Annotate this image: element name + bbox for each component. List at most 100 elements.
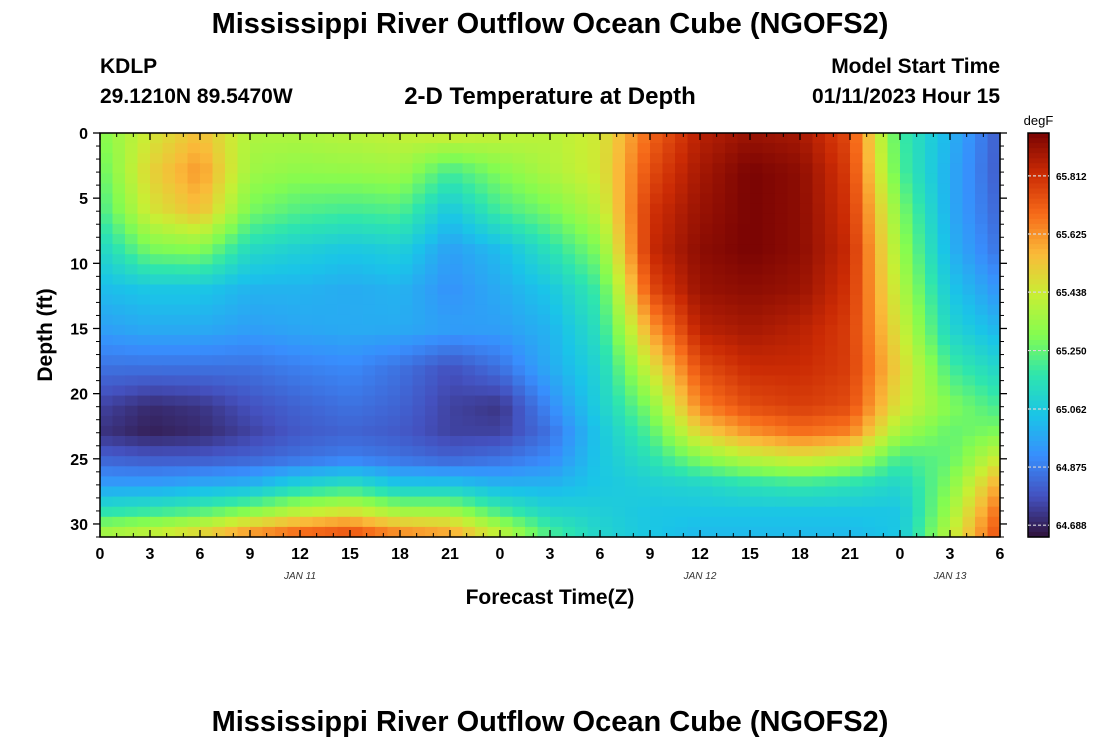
- heatmap-cell: [187, 476, 201, 488]
- heatmap-cell: [787, 143, 801, 154]
- heatmap-cell: [675, 314, 689, 326]
- heatmap-cell: [925, 466, 939, 477]
- heatmap-cell: [587, 425, 601, 437]
- heatmap-cell: [825, 506, 839, 518]
- heatmap-cell: [450, 163, 464, 174]
- heatmap-cell: [575, 163, 589, 174]
- heatmap-cell: [800, 436, 814, 447]
- heatmap-cell: [712, 254, 726, 265]
- heatmap-cell: [425, 274, 439, 286]
- heatmap-cell: [537, 284, 551, 296]
- heatmap-cell: [762, 143, 776, 154]
- heatmap-cell: [937, 234, 951, 245]
- heatmap-cell: [112, 203, 126, 215]
- heatmap-cell: [100, 284, 114, 296]
- heatmap-cell: [212, 284, 226, 296]
- x-day-label: JAN 11: [283, 571, 316, 582]
- heatmap-cell: [437, 355, 451, 366]
- heatmap-cell: [125, 385, 139, 397]
- heatmap-cell: [900, 506, 914, 518]
- heatmap-cell: [637, 324, 651, 336]
- heatmap-cell: [450, 375, 464, 387]
- heatmap-cell: [175, 506, 189, 518]
- heatmap-cell: [937, 345, 951, 356]
- heatmap-cell: [312, 244, 326, 255]
- heatmap-cell: [200, 335, 214, 346]
- heatmap-cell: [600, 163, 614, 174]
- heatmap-cell: [675, 244, 689, 255]
- heatmap-cell: [737, 486, 751, 498]
- heatmap-cell: [600, 405, 614, 417]
- heatmap-cell: [700, 254, 714, 265]
- heatmap-cell: [400, 436, 414, 447]
- heatmap-cell: [850, 173, 864, 185]
- heatmap-cell: [200, 365, 214, 376]
- heatmap-cell: [862, 335, 876, 346]
- heatmap-cell: [250, 425, 264, 437]
- heatmap-cell: [962, 355, 976, 366]
- heatmap-cell: [650, 425, 664, 437]
- heatmap-cell: [562, 294, 576, 306]
- heatmap-cell: [375, 173, 389, 185]
- heatmap-cell: [537, 314, 551, 326]
- heatmap-cell: [450, 335, 464, 346]
- heatmap-cell: [137, 496, 151, 508]
- heatmap-cell: [550, 173, 564, 185]
- x-tick-label: 0: [496, 546, 505, 563]
- heatmap-cell: [262, 335, 276, 346]
- heatmap-cell: [812, 133, 826, 144]
- heatmap-cell: [687, 415, 701, 427]
- y-tick-label: 25: [70, 452, 88, 469]
- heatmap-cell: [700, 496, 714, 508]
- heatmap-cell: [537, 466, 551, 477]
- heatmap-cell: [325, 264, 339, 275]
- heatmap-cell: [912, 133, 926, 144]
- heatmap-cell: [612, 345, 626, 356]
- heatmap-cell: [112, 345, 126, 356]
- heatmap-cell: [587, 335, 601, 346]
- heatmap-cell: [950, 153, 964, 164]
- colorbar-segment: [1028, 234, 1049, 240]
- heatmap-cell: [900, 486, 914, 498]
- x-day-label: JAN 12: [683, 571, 717, 582]
- heatmap-cell: [387, 415, 401, 427]
- heatmap-cell: [475, 324, 489, 336]
- colorbar-segment: [1028, 476, 1049, 483]
- heatmap-cell: [325, 466, 339, 477]
- heatmap-cell: [437, 375, 451, 387]
- heatmap-cell: [850, 506, 864, 518]
- heatmap-cell: [175, 516, 189, 528]
- heatmap-cell: [725, 355, 739, 366]
- heatmap-cell: [387, 405, 401, 417]
- heatmap-cell: [275, 183, 289, 195]
- heatmap-cell: [925, 153, 939, 164]
- heatmap-cell: [287, 385, 301, 397]
- heatmap-cell: [937, 405, 951, 417]
- heatmap-cell: [962, 436, 976, 447]
- heatmap-cell: [687, 304, 701, 316]
- heatmap-cell: [950, 415, 964, 427]
- heatmap-cell: [437, 456, 451, 467]
- heatmap-cell: [462, 375, 476, 387]
- heatmap-cell: [725, 244, 739, 255]
- heatmap-cell: [937, 526, 951, 538]
- heatmap-cell: [212, 213, 226, 225]
- heatmap-cell: [725, 314, 739, 326]
- heatmap-cell: [325, 355, 339, 366]
- heatmap-cell: [387, 476, 401, 488]
- heatmap-cell: [850, 345, 864, 356]
- heatmap-cell: [150, 244, 164, 255]
- heatmap-cell: [400, 173, 414, 185]
- heatmap-cell: [325, 345, 339, 356]
- heatmap-cell: [462, 335, 476, 346]
- colorbar-segment: [1028, 188, 1049, 195]
- heatmap-cell: [500, 516, 514, 528]
- heatmap-cell: [550, 375, 564, 387]
- heatmap-cell: [350, 304, 364, 316]
- heatmap-cell: [250, 436, 264, 447]
- heatmap-cell: [675, 324, 689, 336]
- heatmap-cell: [212, 335, 226, 346]
- heatmap-cell: [100, 365, 114, 376]
- heatmap-cell: [837, 335, 851, 346]
- heatmap-cell: [587, 213, 601, 225]
